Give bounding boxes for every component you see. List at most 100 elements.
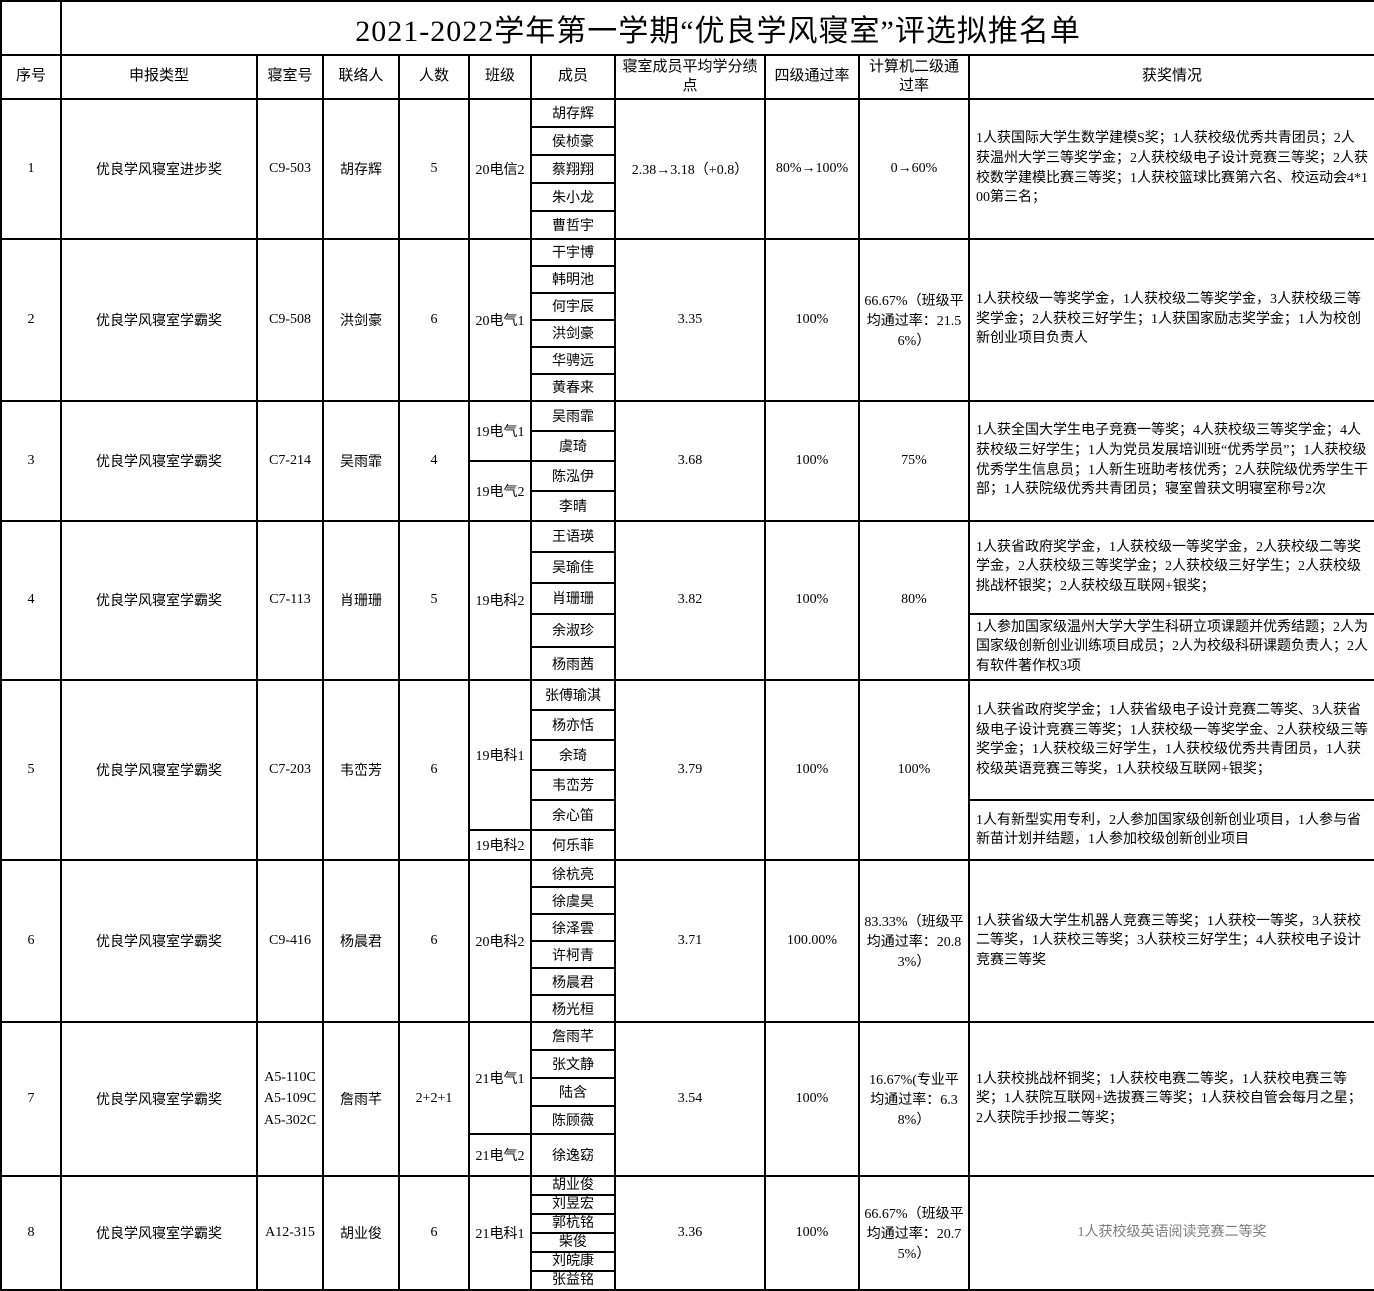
dorm-number-line: A5-109C	[263, 1091, 317, 1107]
computer-rate: 0→60%	[858, 97, 970, 240]
cet4-rate: 100%	[764, 1021, 860, 1178]
row-index: 8	[0, 1175, 62, 1291]
gpa-value: 2.38→3.18（+0.8）	[614, 97, 766, 240]
member-name: 陈泓伊	[530, 459, 616, 492]
awards-text: 1人获校挑战杯铜奖；1人获校电赛二等奖，1人获校电赛三等奖；1人获院互联网+选拔…	[967, 1021, 1374, 1178]
row-index: 3	[0, 399, 62, 522]
awards-text: 1人获省政府奖学金，1人获校级一等奖学金，2人获校级二等奖学金，2人获校级三等奖…	[967, 519, 1374, 615]
member-name: 陆含	[530, 1077, 616, 1108]
member-name: 胡存辉	[530, 97, 616, 128]
class-name: 20电气1	[468, 237, 532, 402]
header-row: 序号 申报类型 寝室号 联络人 人数 班级 成员 寝室成员平均学分绩点 四级通过…	[0, 54, 1374, 100]
col-header-cet4: 四级通过率	[764, 54, 860, 100]
cet4-rate: 100%	[764, 1175, 860, 1291]
dorm-number: C7-203	[256, 679, 324, 862]
member-count: 4	[398, 399, 470, 522]
cet4-rate: 100%	[764, 237, 860, 402]
member-name: 韩明池	[530, 264, 616, 294]
row-index: 5	[0, 679, 62, 862]
dorm-number-line: A5-110C	[264, 1069, 316, 1085]
contact-name: 胡存辉	[322, 97, 400, 240]
application-type: 优良学风寝室学霸奖	[60, 1021, 258, 1178]
row-index: 1	[0, 97, 62, 240]
contact-name: 胡业俊	[322, 1175, 400, 1291]
member-name: 刘皖康	[530, 1251, 616, 1273]
awards-text: 1人获校级一等奖学金，1人获校级二等奖学金，3人获校级三等奖学金；2人获校三好学…	[967, 237, 1374, 402]
member-name: 杨雨茜	[530, 645, 616, 682]
member-name: 徐杭亮	[530, 859, 616, 889]
member-name: 张益铭	[530, 1270, 616, 1291]
dorm-number: A12-315	[256, 1175, 324, 1291]
member-count: 6	[398, 859, 470, 1024]
member-name: 黄春来	[530, 372, 616, 402]
contact-name: 韦峦芳	[322, 679, 400, 862]
member-name: 蔡翔翔	[530, 153, 616, 184]
table-row: 1 优良学风寝室进步奖 C9-503 胡存辉 5 20电信2 胡存辉 2.38→…	[0, 97, 1374, 240]
dorm-number: C9-503	[256, 97, 324, 240]
class-name: 19电科2	[468, 519, 532, 682]
member-count: 5	[398, 97, 470, 240]
cet4-rate: 80%→100%	[764, 97, 860, 240]
gpa-value: 3.68	[614, 399, 766, 522]
cet4-rate: 100%	[764, 679, 860, 862]
application-type: 优良学风寝室学霸奖	[60, 399, 258, 522]
contact-name: 詹雨芊	[322, 1021, 400, 1178]
application-type: 优良学风寝室学霸奖	[60, 1175, 258, 1291]
contact-name: 吴雨霏	[322, 399, 400, 522]
gpa-value: 3.82	[614, 519, 766, 682]
table-row: 5 优良学风寝室学霸奖 C7-203 韦峦芳 6 19电科1 张傅瑜淇 3.79…	[0, 679, 1374, 862]
dorm-number: C9-508	[256, 237, 324, 402]
member-name: 吴雨霏	[530, 399, 616, 432]
corner-cell	[0, 0, 62, 56]
dorm-number: C7-113	[256, 519, 324, 682]
col-header-index: 序号	[0, 54, 62, 100]
cet4-rate: 100%	[764, 519, 860, 682]
member-name: 詹雨芊	[530, 1021, 616, 1052]
dorm-number-line: A5-302C	[263, 1113, 317, 1129]
gpa-value: 3.54	[614, 1021, 766, 1178]
member-name: 张傅瑜淇	[530, 679, 616, 712]
col-header-class: 班级	[468, 54, 532, 100]
member-name: 华骋远	[530, 345, 616, 375]
col-header-type: 申报类型	[60, 54, 258, 100]
col-header-count: 人数	[398, 54, 470, 100]
contact-name: 肖珊珊	[322, 519, 400, 682]
member-name: 曹哲宇	[530, 209, 616, 240]
awards-text: 1人获全国大学生电子竞赛一等奖；4人获校级三等奖学金；4人获校级三好学生；1人为…	[967, 399, 1374, 522]
page-title: 2021-2022学年第一学期“优良学风寝室”评选拟推名单	[59, 0, 1374, 56]
computer-rate: 80%	[858, 519, 970, 682]
dorm-number: A5-110C A5-109C A5-302C	[256, 1021, 324, 1178]
member-count: 6	[398, 1175, 470, 1291]
computer-rate: 100%	[858, 679, 970, 862]
row-index: 2	[0, 237, 62, 402]
class-name: 19电科1	[468, 679, 532, 832]
member-name: 肖珊珊	[530, 581, 616, 615]
member-name: 胡业俊	[530, 1175, 616, 1197]
member-name: 韦峦芳	[530, 769, 616, 802]
member-name: 郭杭铭	[530, 1213, 616, 1235]
member-name: 朱小龙	[530, 181, 616, 212]
cet4-rate: 100%	[764, 399, 860, 522]
awards-text: 1人获校级英语阅读竞赛二等奖	[967, 1175, 1374, 1291]
member-name: 侯桢豪	[530, 125, 616, 156]
member-name: 干宇博	[530, 237, 616, 267]
class-name: 19电科2	[468, 829, 532, 862]
member-name: 柴俊	[530, 1232, 616, 1254]
member-name: 徐逸窈	[530, 1133, 616, 1178]
computer-rate: 83.33%（班级平均通过率：20.83%）	[858, 859, 970, 1024]
col-header-awards: 获奖情况	[967, 54, 1374, 100]
awards-text: 1人参加国家级温州大学大学生科研立项课题并优秀结题；2人为国家级创新创业训练项目…	[967, 612, 1374, 682]
awards-text: 1人获省级大学生机器人竞赛三等奖；1人获校一等奖，3人获校二等奖，1人获校三等奖…	[967, 859, 1374, 1024]
member-name: 吴瑜佳	[530, 550, 616, 584]
class-name: 20电科2	[468, 859, 532, 1024]
row-index: 4	[0, 519, 62, 682]
dorm-number: C7-214	[256, 399, 324, 522]
member-count: 6	[398, 237, 470, 402]
computer-rate: 75%	[858, 399, 970, 522]
awards-text: 1人获国际大学生数学建模S奖；1人获校级优秀共青团员；2人获温州大学三等奖学金；…	[967, 97, 1374, 240]
member-name: 虞琦	[530, 429, 616, 462]
table-row: 7 优良学风寝室学霸奖 A5-110C A5-109C A5-302C 詹雨芊 …	[0, 1021, 1374, 1178]
application-type: 优良学风寝室进步奖	[60, 97, 258, 240]
application-type: 优良学风寝室学霸奖	[60, 237, 258, 402]
